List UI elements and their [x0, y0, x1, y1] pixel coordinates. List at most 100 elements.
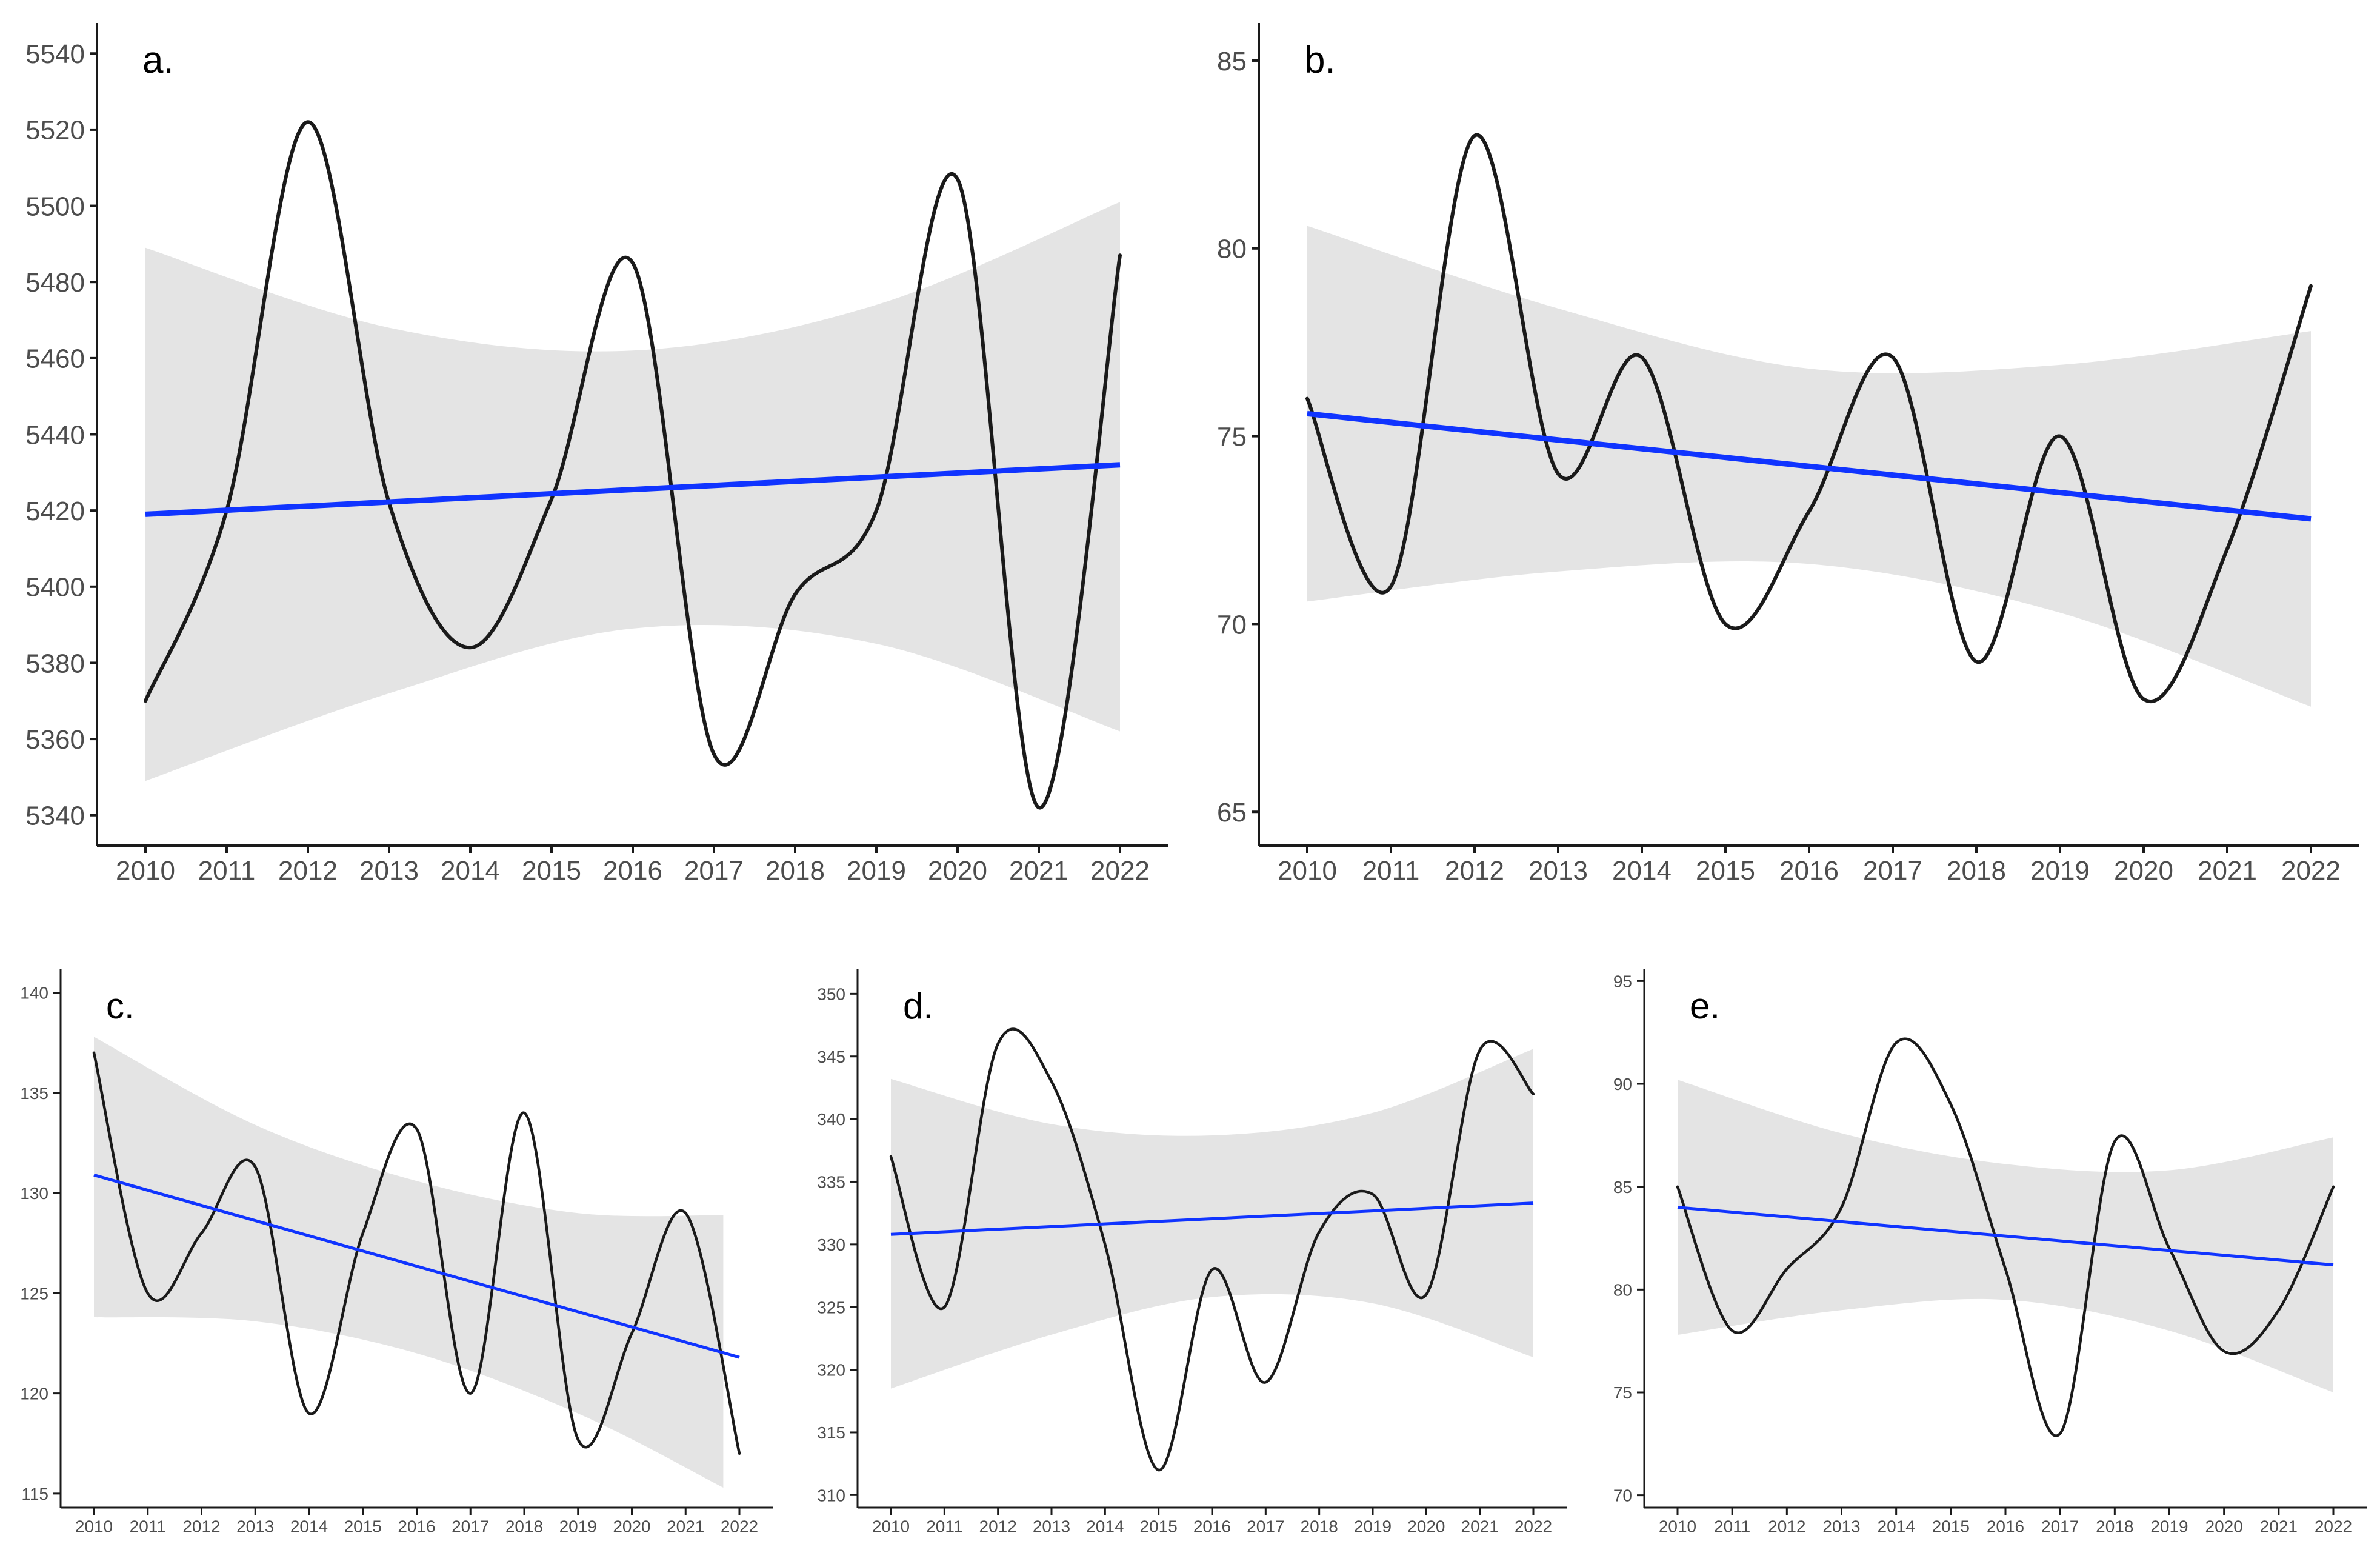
trend-line — [890, 1201, 1534, 1236]
x-tick-label: 2021 — [2260, 1517, 2298, 1536]
x-tick-label: 2018 — [765, 856, 825, 886]
y-tick-label: 5440 — [25, 420, 85, 450]
y-tick-label: 75 — [1217, 422, 1247, 452]
y-tick-label: 325 — [817, 1298, 845, 1317]
x-tick-label: 2015 — [1140, 1517, 1178, 1536]
chart-panel-e: 70 75 80 85 90 95 2010 2011 2012 2013 2014 2015 2016… — [1613, 969, 2367, 1536]
chart-panel-b: 65 70 75 80 85 2010 2011 2012 2013 2014 2015 2016 20… — [1217, 23, 2359, 886]
x-tick-label: 2011 — [1362, 856, 1420, 886]
y-tick-label: 310 — [817, 1486, 845, 1505]
observed-series-line — [144, 120, 1122, 810]
x-tick-label: 2022 — [2281, 856, 2341, 886]
y-tick-label: 5380 — [25, 649, 85, 678]
x-tick-label: 2019 — [2150, 1517, 2188, 1536]
chart-panel-c: 115 120 125 130 135 140 2010 2011 2012 2013 2014 20… — [20, 969, 773, 1536]
y-tick-label: 135 — [20, 1084, 48, 1103]
observed-series-line — [1305, 133, 2313, 703]
y-tick-label: 5340 — [25, 801, 85, 831]
x-tick-label: 2017 — [452, 1517, 489, 1536]
y-tick-label: 5460 — [25, 344, 85, 374]
x-tick-label: 2018 — [505, 1517, 543, 1536]
observed-series-line — [889, 1027, 1535, 1472]
observed-series-line — [92, 1051, 741, 1455]
y-tick-label: 90 — [1613, 1075, 1632, 1094]
confidence-band — [94, 1037, 724, 1488]
x-tick-label: 2014 — [1878, 1517, 1915, 1536]
x-tick-label: 2020 — [2205, 1517, 2243, 1536]
x-tick-label: 2022 — [2315, 1517, 2352, 1536]
x-tick-label: 2017 — [684, 856, 744, 886]
y-tick-label: 140 — [20, 984, 48, 1003]
y-tick-label: 115 — [21, 1485, 48, 1503]
x-tick-label: 2020 — [1407, 1517, 1445, 1536]
y-tick-label: 5500 — [25, 192, 85, 221]
y-tick-label: 75 — [1613, 1383, 1632, 1402]
y-tick-label: 5540 — [25, 39, 85, 69]
x-tick-label: 2010 — [75, 1517, 113, 1536]
y-tick-label: 315 — [817, 1423, 845, 1442]
panel-label: b. — [1304, 39, 1336, 81]
y-tick-label: 5420 — [25, 496, 85, 526]
y-tick-label: 320 — [817, 1361, 845, 1380]
x-tick-label: 2012 — [278, 856, 338, 886]
y-tick-label: 80 — [1217, 235, 1247, 264]
y-tick-label: 330 — [817, 1235, 845, 1254]
panel-label: d. — [903, 986, 933, 1026]
x-tick-label: 2016 — [603, 856, 662, 886]
x-tick-label: 2017 — [1247, 1517, 1284, 1536]
x-tick-label: 2011 — [926, 1517, 962, 1536]
y-tick-label: 350 — [817, 984, 845, 1003]
panel-label: c. — [106, 986, 135, 1026]
x-tick-label: 2022 — [721, 1517, 758, 1536]
x-tick-label: 2013 — [1033, 1517, 1070, 1536]
x-tick-label: 2012 — [979, 1517, 1017, 1536]
x-tick-label: 2017 — [2041, 1517, 2079, 1536]
x-tick-label: 2012 — [182, 1517, 220, 1536]
x-tick-label: 2010 — [1278, 856, 1337, 886]
y-tick-label: 345 — [817, 1047, 845, 1066]
x-tick-label: 2012 — [1445, 856, 1504, 886]
y-tick-label: 70 — [1217, 610, 1247, 640]
y-tick-label: 130 — [20, 1184, 48, 1203]
x-tick-label: 2011 — [130, 1517, 166, 1536]
x-tick-label: 2010 — [116, 856, 175, 886]
trend-line — [1677, 1206, 2334, 1267]
x-tick-label: 2020 — [928, 856, 987, 886]
x-tick-label: 2019 — [2030, 856, 2090, 886]
y-tick-label: 5480 — [25, 268, 85, 298]
y-tick-label: 335 — [817, 1173, 845, 1192]
x-tick-label: 2020 — [2114, 856, 2173, 886]
x-tick-label: 2015 — [344, 1517, 382, 1536]
x-tick-label: 2016 — [1779, 856, 1839, 886]
y-tick-label: 120 — [20, 1385, 48, 1403]
x-tick-label: 2010 — [1659, 1517, 1696, 1536]
y-tick-label: 5520 — [25, 116, 85, 145]
x-tick-label: 2021 — [1009, 856, 1068, 886]
y-tick-label: 95 — [1613, 972, 1632, 991]
y-tick-label: 65 — [1217, 798, 1247, 827]
x-tick-label: 2017 — [1863, 856, 1922, 886]
chart-panel-a: 5340 5360 5380 5400 5420 5440 5460 5480 5500 5520… — [25, 23, 1168, 886]
x-tick-label: 2014 — [441, 856, 500, 886]
trend-line — [145, 462, 1121, 517]
x-tick-label: 2016 — [1987, 1517, 2024, 1536]
x-tick-label: 2015 — [522, 856, 581, 886]
x-tick-label: 2018 — [2096, 1517, 2133, 1536]
x-tick-label: 2021 — [2198, 856, 2257, 886]
x-tick-label: 2022 — [1515, 1517, 1552, 1536]
x-tick-label: 2015 — [1696, 856, 1755, 886]
x-tick-label: 2018 — [1301, 1517, 1338, 1536]
y-tick-label: 340 — [817, 1110, 845, 1129]
x-tick-label: 2020 — [613, 1517, 650, 1536]
y-tick-label: 80 — [1613, 1280, 1632, 1299]
trend-line — [1307, 410, 2312, 522]
x-tick-label: 2012 — [1768, 1517, 1805, 1536]
x-tick-label: 2013 — [359, 856, 419, 886]
x-tick-label: 2015 — [1932, 1517, 1970, 1536]
y-tick-label: 5400 — [25, 573, 85, 603]
x-tick-label: 2013 — [1822, 1517, 1860, 1536]
x-tick-label: 2010 — [872, 1517, 910, 1536]
x-tick-label: 2016 — [1193, 1517, 1231, 1536]
x-tick-label: 2019 — [1354, 1517, 1392, 1536]
